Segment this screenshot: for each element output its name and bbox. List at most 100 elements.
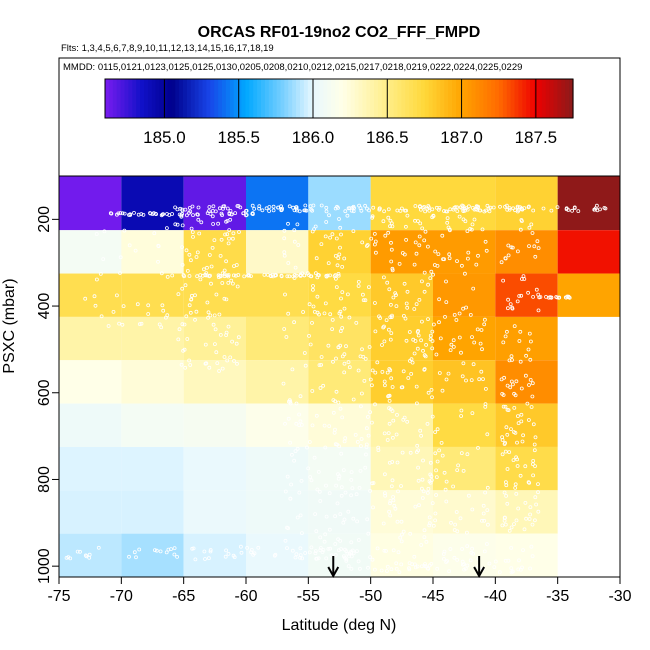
observation-point bbox=[356, 538, 361, 542]
observation-point bbox=[309, 545, 314, 550]
observation-point bbox=[459, 350, 463, 355]
observation-point bbox=[324, 209, 329, 214]
observation-point bbox=[102, 229, 107, 234]
observation-point bbox=[300, 556, 305, 561]
observation-point bbox=[460, 559, 465, 564]
colorbar-segment bbox=[475, 79, 480, 118]
observation-point bbox=[225, 232, 230, 237]
observation-point bbox=[222, 296, 227, 301]
observation-point bbox=[182, 322, 187, 327]
observation-point bbox=[423, 209, 428, 214]
dates-note: MMDD: 0115,0121,0123,0125,0125,0130,0205… bbox=[63, 62, 522, 73]
colorbar-segment bbox=[557, 79, 562, 118]
colorbar-segment bbox=[495, 79, 500, 118]
heatmap-cell bbox=[59, 490, 122, 534]
observation-point bbox=[427, 523, 432, 528]
observation-point bbox=[415, 330, 420, 334]
observation-point bbox=[482, 518, 487, 523]
observation-point bbox=[381, 219, 386, 224]
observation-point bbox=[468, 558, 473, 563]
observation-point bbox=[564, 206, 569, 211]
heatmap-cell bbox=[121, 533, 184, 577]
x-tick-label: -35 bbox=[546, 588, 569, 605]
observation-point bbox=[509, 354, 514, 359]
observation-point bbox=[389, 259, 394, 264]
observation-point bbox=[457, 311, 462, 316]
colorbar-segment bbox=[502, 79, 508, 118]
observation-point bbox=[351, 516, 356, 521]
observation-point bbox=[433, 518, 438, 523]
observation-point bbox=[212, 313, 217, 318]
observation-point bbox=[199, 220, 204, 225]
colorbar-segment bbox=[296, 79, 301, 118]
observation-point bbox=[524, 373, 528, 378]
observation-point bbox=[409, 371, 414, 376]
observation-point bbox=[481, 377, 485, 382]
observation-point bbox=[442, 209, 446, 213]
observation-point bbox=[132, 210, 136, 215]
observation-point bbox=[169, 547, 173, 551]
observation-point bbox=[218, 253, 223, 258]
observation-point bbox=[413, 504, 418, 509]
observation-point bbox=[227, 228, 232, 233]
observation-point bbox=[464, 206, 469, 211]
observation-point bbox=[530, 522, 535, 527]
observation-point bbox=[98, 271, 103, 276]
observation-point bbox=[333, 553, 338, 557]
colorbar-segment bbox=[389, 79, 395, 118]
observation-point bbox=[316, 556, 321, 561]
observation-point bbox=[430, 207, 435, 212]
observation-point bbox=[315, 275, 320, 280]
observation-point bbox=[231, 273, 236, 278]
observation-point bbox=[139, 321, 144, 326]
observation-point bbox=[181, 348, 186, 353]
observation-point bbox=[336, 271, 341, 276]
observation-point bbox=[526, 205, 531, 210]
observation-point bbox=[500, 435, 505, 440]
observation-point bbox=[419, 486, 424, 491]
observation-point bbox=[175, 207, 180, 212]
observation-point bbox=[444, 300, 449, 305]
observation-point bbox=[222, 355, 227, 359]
observation-point bbox=[448, 207, 453, 212]
observation-point bbox=[165, 313, 170, 318]
observation-point bbox=[424, 540, 429, 544]
observation-point bbox=[502, 490, 507, 495]
observation-point bbox=[392, 503, 397, 508]
observation-point bbox=[485, 508, 490, 513]
observation-point bbox=[363, 298, 368, 303]
observation-point bbox=[137, 547, 142, 552]
observation-point bbox=[404, 338, 409, 343]
observation-point bbox=[307, 550, 312, 555]
observation-point bbox=[282, 327, 287, 331]
observation-point bbox=[351, 229, 356, 234]
observation-point bbox=[414, 384, 419, 389]
observation-point bbox=[152, 231, 157, 236]
observation-point bbox=[128, 213, 133, 217]
colorbar-segment bbox=[163, 79, 168, 118]
colorbar-segment bbox=[237, 79, 243, 118]
observation-point bbox=[342, 555, 347, 560]
colorbar-segment bbox=[284, 79, 289, 118]
observation-point bbox=[295, 446, 300, 451]
observation-point bbox=[236, 273, 241, 277]
observation-point bbox=[299, 478, 304, 483]
observation-point bbox=[385, 438, 390, 442]
colorbar-tick-label: 186.0 bbox=[292, 128, 335, 147]
observation-point bbox=[457, 214, 462, 219]
heatmap-cell bbox=[370, 176, 433, 231]
colorbar-segment bbox=[202, 79, 207, 118]
observation-point bbox=[417, 243, 422, 248]
observation-point bbox=[367, 345, 372, 349]
observation-point bbox=[389, 331, 394, 336]
observation-point bbox=[534, 502, 538, 507]
observation-point bbox=[433, 511, 438, 516]
observation-point bbox=[289, 482, 294, 487]
observation-point bbox=[416, 478, 421, 483]
observation-point bbox=[479, 328, 484, 332]
observation-point bbox=[121, 304, 126, 309]
colorbar-segment bbox=[327, 79, 332, 118]
observation-point bbox=[527, 331, 532, 336]
observation-point bbox=[310, 229, 315, 234]
observation-point bbox=[332, 430, 337, 435]
